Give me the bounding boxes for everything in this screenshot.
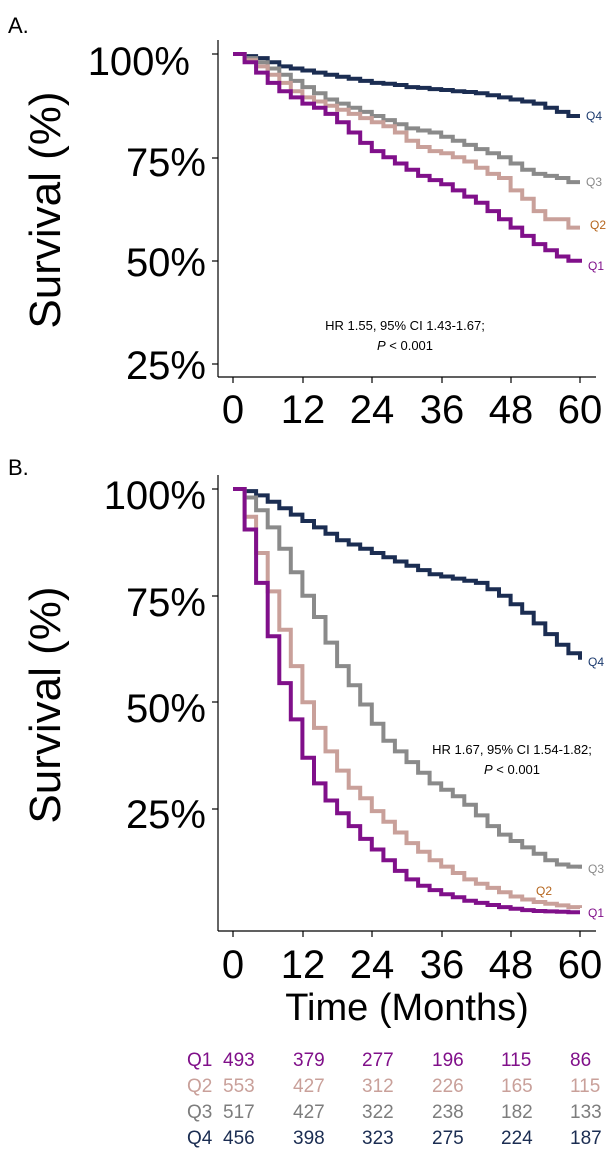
risk-cell: 182 [501,1102,533,1123]
panel-a-curve-label-q3: Q3 [586,175,602,189]
panel-a-label: A. [8,13,29,38]
risk-cell: 115 [501,1050,531,1071]
panel-a-y-tick-50: 50% [126,241,206,285]
panel-b-y-tick-100: 100% [104,474,206,518]
panel-a-curve-label-q1: Q1 [588,259,604,273]
panel-a-curve-q2 [233,52,580,230]
panel-b-curve-q2 [233,487,582,910]
panel-b-x-tick-12: 12 [281,943,326,987]
panel-b-curve-q3 [233,487,582,869]
panel-a-curves [233,52,582,263]
risk-cell: 187 [570,1128,602,1149]
panel-a-y-tick-75: 75% [126,141,206,185]
panel-a-curve-q1 [233,52,582,263]
panel-b-label: B. [8,455,29,480]
risk-cell: 322 [362,1102,394,1123]
panel-b-curve-q1 [233,487,580,915]
risk-row-q3-group: Q3 [187,1102,212,1123]
panel-b-y-tick-50: 50% [126,687,206,731]
panel-b-x-axis-label: Time (Months) [285,987,529,1029]
panel-a: A. Survival (%) 100% 75% 50% 25% 0 12 24… [8,13,606,432]
panel-a-x-tick-60: 60 [558,388,603,432]
panel-b-hr-annotation: HR 1.67, 95% CI 1.54-1.82; [432,742,592,757]
panel-a-x-tick-36: 36 [420,388,465,432]
panel-b-p-annotation: P < 0.001 [484,762,540,777]
panel-a-y-axis-label: Survival (%) [21,91,70,328]
panel-b-x-tick-0: 0 [222,943,244,987]
panel-a-x-tick-12: 12 [281,388,326,432]
risk-row-q4-group: Q4 [187,1128,213,1149]
panel-a-y-tick-25: 25% [126,344,206,388]
panel-b-x-tick-36: 36 [420,943,465,987]
risk-row-q3: Q3 517 427 322 238 182 133 [187,1102,602,1123]
risk-cell: 427 [293,1102,325,1123]
panel-b-curve-label-q1: Q1 [588,906,604,920]
panel-a-hr-annotation: HR 1.55, 95% CI 1.43-1.67; [325,318,485,333]
panel-b-curve-label-q4: Q4 [588,655,604,669]
panel-b: B. Survival (%) 100% 75% 50% 25% 0 12 24… [8,455,604,1029]
risk-cell: 379 [293,1050,325,1071]
risk-cell: 275 [432,1128,464,1149]
risk-cell: 493 [223,1050,255,1071]
risk-cell: 517 [223,1102,255,1123]
panel-a-x-tick-24: 24 [350,388,395,432]
panel-b-x-tick-48: 48 [489,943,534,987]
risk-row-q1-group: Q1 [187,1050,212,1071]
risk-row-q4: Q4 456 398 323 275 224 187 [187,1128,602,1149]
panel-a-y-tick-100: 100% [88,40,190,84]
risk-cell: 196 [432,1050,464,1071]
risk-row-q1: Q1 493 379 277 196 115 86 [187,1050,591,1071]
panel-a-curve-label-q2: Q2 [590,218,606,232]
risk-cell: 238 [432,1102,464,1123]
risk-row-q2: Q2 553 427 312 226 165 115 [187,1076,600,1097]
panel-b-x-tick-24: 24 [350,943,395,987]
risk-cell: 86 [570,1050,591,1071]
risk-cell: 553 [223,1076,255,1097]
panel-b-curves [233,487,582,915]
panel-b-curve-q4 [233,487,582,660]
panel-a-p-symbol: P [377,338,386,353]
panel-b-y-tick-75: 75% [126,581,206,625]
risk-cell: 224 [501,1128,533,1149]
panel-a-x-tick-48: 48 [489,388,534,432]
panel-a-curve-label-q4: Q4 [586,109,602,123]
panel-a-p-annotation: P < 0.001 [377,338,433,353]
panel-b-curve-label-q2: Q2 [536,884,552,898]
risk-cell: 277 [362,1050,394,1071]
risk-cell: 398 [293,1128,325,1149]
panel-a-curve-q4 [233,52,580,118]
panel-b-p-value: < 0.001 [493,762,540,777]
risk-cell: 226 [432,1076,464,1097]
panel-b-y-tick-25: 25% [126,793,206,837]
panel-b-y-axis-label: Survival (%) [21,586,70,823]
risk-cell: 115 [570,1076,600,1097]
risk-cell: 427 [293,1076,325,1097]
panel-b-p-symbol: P [484,762,493,777]
risk-table: Q1 493 379 277 196 115 86 Q2 553 427 312… [187,1050,602,1149]
panel-b-curve-label-q3: Q3 [588,862,604,876]
panel-b-axes [212,475,596,937]
panel-a-p-value: < 0.001 [386,338,433,353]
panel-a-curve-q3 [233,52,580,185]
panel-a-axes [212,40,596,383]
risk-cell: 323 [362,1128,394,1149]
panel-b-x-tick-60: 60 [558,943,603,987]
risk-row-q2-group: Q2 [187,1076,212,1097]
panel-a-x-tick-0: 0 [222,388,244,432]
risk-cell: 456 [223,1128,255,1149]
risk-cell: 165 [501,1076,533,1097]
risk-cell: 312 [362,1076,394,1097]
risk-cell: 133 [570,1102,602,1123]
